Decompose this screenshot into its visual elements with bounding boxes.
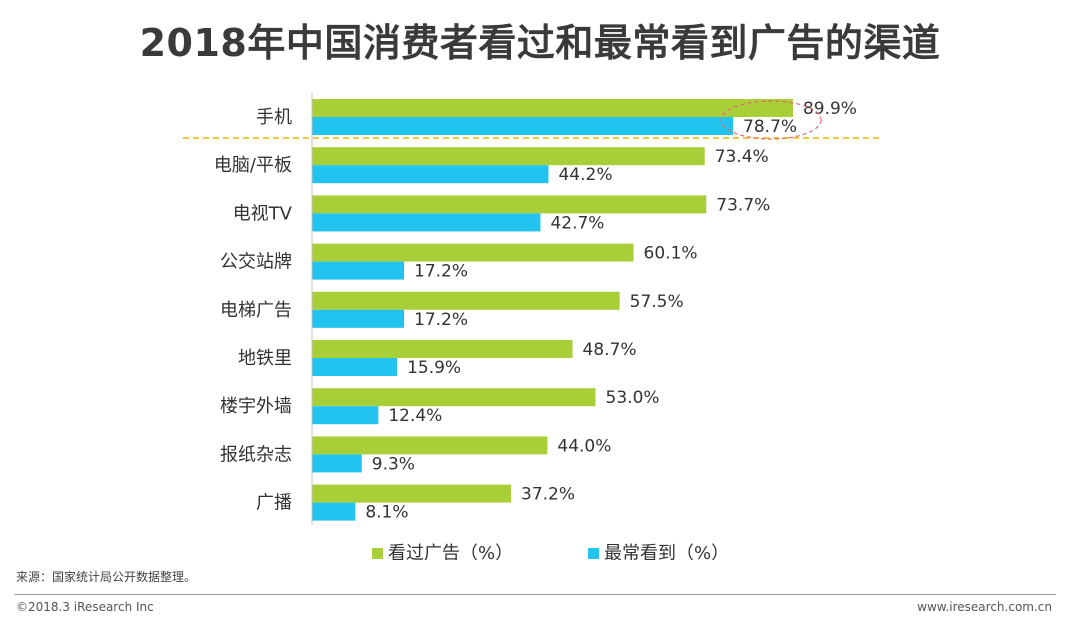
data-label-seen: 44.0% <box>557 436 611 456</box>
category-label: 电梯广告 <box>220 300 292 321</box>
data-label-most-seen: 17.2% <box>414 310 468 330</box>
data-label-seen: 48.7% <box>583 340 637 360</box>
data-label-most-seen: 78.7% <box>743 117 797 137</box>
bar-most-seen <box>312 454 362 473</box>
bar-seen <box>312 99 793 117</box>
data-label-seen: 89.9% <box>803 99 857 119</box>
copyright-text: ©2018.3 iResearch Inc <box>16 600 154 614</box>
bar-most-seen <box>312 117 734 135</box>
bar-chart: 手机 89.9% 78.7% 电脑/平板 73.4% 44.2% 电视TV 73.7% 42.7… <box>183 93 880 560</box>
bar-most-seen <box>312 358 398 376</box>
data-label-most-seen: 9.3% <box>372 454 415 474</box>
bar-seen <box>312 340 573 358</box>
category-label: 电脑/平板 <box>214 155 292 176</box>
data-label-most-seen: 17.2% <box>414 262 468 282</box>
bar-seen <box>312 147 705 166</box>
bar-most-seen <box>312 406 379 425</box>
data-label-most-seen: 15.9% <box>407 358 461 378</box>
data-label-most-seen: 44.2% <box>558 165 612 185</box>
category-label: 报纸杂志 <box>220 444 292 465</box>
legend-most-seen-swatch <box>588 548 599 559</box>
footer-divider <box>14 594 1056 595</box>
bar-seen <box>312 291 620 310</box>
bar-seen <box>312 484 512 503</box>
category-label: 楼宇外墙 <box>220 396 292 417</box>
bar-seen <box>312 388 596 407</box>
legend-seen-label: 看过广告（%） <box>388 543 513 560</box>
category-label: 公交站牌 <box>220 252 292 273</box>
bar-most-seen <box>312 502 356 521</box>
bar-seen <box>312 195 707 214</box>
website-url[interactable]: www.iresearch.com.cn <box>917 600 1052 614</box>
category-label: 电视TV <box>233 203 293 224</box>
data-label-seen: 57.5% <box>630 292 684 312</box>
data-label-seen: 73.4% <box>715 147 769 167</box>
chart-title: 2018年中国消费者看过和最常看到广告的渠道 <box>139 21 941 65</box>
data-label-seen: 53.0% <box>606 388 660 408</box>
bar-most-seen <box>312 309 405 328</box>
data-label-seen: 60.1% <box>644 244 698 264</box>
data-label-most-seen: 8.1% <box>365 503 408 523</box>
bar-seen <box>312 436 548 455</box>
category-label: 地铁里 <box>238 348 292 369</box>
bar-most-seen <box>312 165 549 184</box>
data-label-most-seen: 42.7% <box>550 213 604 233</box>
category-label: 广播 <box>256 493 292 514</box>
bar-most-seen <box>312 261 405 280</box>
source-note: 来源：国家统计局公开数据整理。 <box>16 570 197 584</box>
data-label-seen: 37.2% <box>521 485 575 505</box>
bar-seen <box>312 243 634 262</box>
legend-most-seen-label: 最常看到（%） <box>604 543 729 560</box>
category-label: 手机 <box>256 107 292 128</box>
highlight-circle <box>720 100 822 140</box>
bar-most-seen <box>312 213 541 232</box>
legend-seen-swatch <box>372 548 383 559</box>
data-label-seen: 73.7% <box>716 195 770 215</box>
data-label-most-seen: 12.4% <box>388 406 442 426</box>
